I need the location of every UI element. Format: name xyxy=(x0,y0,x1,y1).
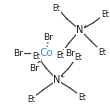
Text: Br: Br xyxy=(13,49,23,58)
Text: Et: Et xyxy=(32,51,40,61)
Text: +: + xyxy=(82,24,88,28)
Text: Et: Et xyxy=(74,52,82,61)
Text: Et: Et xyxy=(52,4,60,13)
Text: Br: Br xyxy=(65,49,75,58)
Text: Et: Et xyxy=(101,9,109,18)
Text: N: N xyxy=(53,75,61,85)
Text: Et: Et xyxy=(98,48,106,57)
Text: +: + xyxy=(59,73,65,79)
Text: Et: Et xyxy=(78,93,86,102)
Text: Et: Et xyxy=(27,94,35,104)
Text: Et: Et xyxy=(56,50,64,60)
Text: Br: Br xyxy=(29,63,39,72)
Text: Co: Co xyxy=(39,48,53,58)
Text: Br: Br xyxy=(43,32,53,41)
Text: N: N xyxy=(76,25,84,35)
